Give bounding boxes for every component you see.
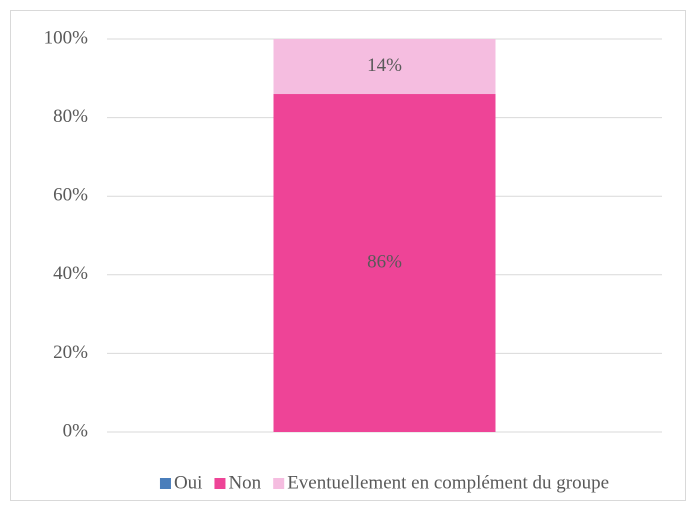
legend-label: Oui xyxy=(174,472,203,493)
y-tick-label: 40% xyxy=(53,263,88,284)
bar-segment xyxy=(273,39,496,95)
data-label: 14% xyxy=(367,55,402,76)
bar-segment xyxy=(273,94,496,433)
y-tick-label: 100% xyxy=(44,27,89,48)
y-tick-label: 60% xyxy=(53,185,88,206)
data-label: 86% xyxy=(367,251,402,272)
legend-label: Non xyxy=(228,472,261,493)
y-tick-label: 80% xyxy=(53,106,88,127)
y-tick-label: 0% xyxy=(63,420,89,441)
legend-swatch xyxy=(159,478,171,489)
legend-swatch xyxy=(214,478,226,489)
legend-label: Eventuellement en complément du groupe xyxy=(287,472,609,493)
legend-swatch xyxy=(273,478,285,489)
y-tick-label: 20% xyxy=(53,342,88,363)
